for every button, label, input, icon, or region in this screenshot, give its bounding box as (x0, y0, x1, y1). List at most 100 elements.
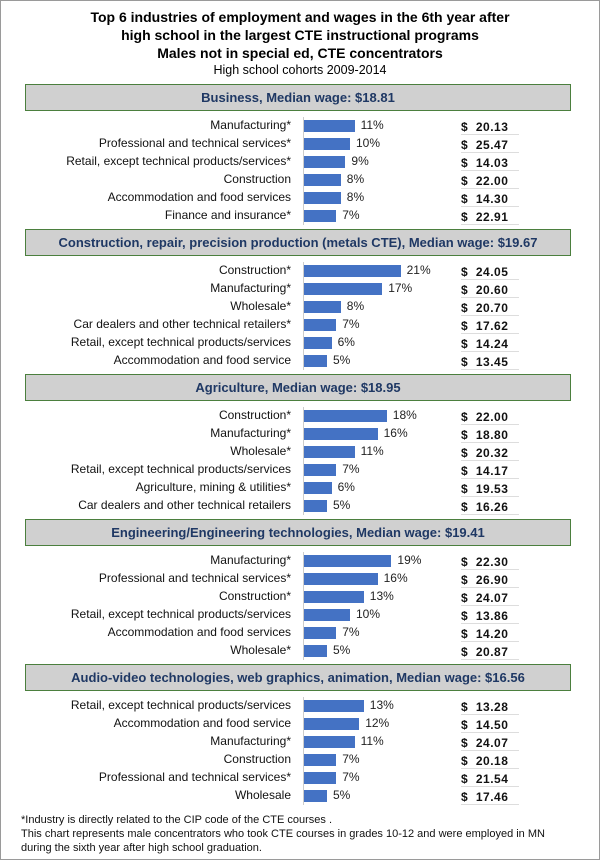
chart-row: Car dealers and other technical retailer… (1, 497, 599, 515)
data-label: 16% (383, 426, 408, 440)
title-line-2: high school in the largest CTE instructi… (121, 27, 479, 43)
bar (304, 700, 364, 712)
wage-value: $ 14.20 (461, 627, 519, 642)
bar (304, 772, 337, 784)
bar (304, 609, 350, 621)
bar (304, 645, 327, 657)
bar (304, 718, 360, 730)
category-axis (303, 552, 304, 660)
title-line-3: Males not in special ed, CTE concentrato… (157, 45, 443, 61)
chart-row: Wholesale* 11% $ 20.32 (1, 443, 599, 461)
title-line-1: Top 6 industries of employment and wages… (90, 9, 510, 25)
bar (304, 410, 387, 422)
bar (304, 283, 383, 295)
category-label: Wholesale (234, 788, 291, 802)
wage-value: $ 22.30 (461, 555, 519, 570)
wage-value: $ 20.70 (461, 301, 519, 316)
data-label: 10% (356, 136, 381, 150)
category-label: Car dealers and other technical retailer… (73, 317, 291, 331)
wage-value: $ 17.46 (461, 790, 519, 805)
wage-value: $ 14.50 (461, 718, 519, 733)
category-label: Accommodation and food service (113, 716, 291, 730)
wage-value: $ 19.53 (461, 482, 519, 497)
category-axis (303, 117, 304, 225)
wage-value: $ 14.17 (461, 464, 519, 479)
chart-row: Wholesale 5% $ 17.46 (1, 787, 599, 805)
bar (304, 138, 350, 150)
data-label: 13% (369, 589, 394, 603)
chart-row: Finance and insurance* 7% $ 22.91 (1, 207, 599, 225)
chart-row: Car dealers and other technical retailer… (1, 316, 599, 334)
group-header: Business, Median wage: $18.81 (25, 84, 571, 111)
data-label: 5% (333, 498, 351, 512)
category-axis (303, 262, 304, 370)
bar (304, 790, 327, 802)
wage-value: $ 13.45 (461, 355, 519, 370)
category-label: Retail, except technical products/servic… (70, 335, 291, 349)
bar (304, 120, 355, 132)
wage-value: $ 24.05 (461, 265, 519, 280)
category-label: Construction* (218, 408, 291, 422)
data-label: 11% (360, 444, 384, 458)
bar (304, 446, 355, 458)
wage-value: $ 22.00 (461, 410, 519, 425)
data-label: 7% (342, 752, 360, 766)
category-label: Manufacturing* (210, 281, 291, 295)
bar (304, 591, 364, 603)
bar (304, 573, 378, 585)
industry-group: Business, Median wage: $18.81 Manufacturi… (1, 84, 599, 229)
wage-value: $ 20.32 (461, 446, 519, 461)
wage-value: $ 16.26 (461, 500, 519, 515)
wage-value: $ 13.86 (461, 609, 519, 624)
data-label: 5% (333, 643, 351, 657)
chart-row: Accommodation and food service 5% $ 13.45 (1, 352, 599, 370)
industry-group: Agriculture, Median wage: $18.95 Construc… (1, 374, 599, 519)
data-label: 7% (342, 770, 360, 784)
chart-row: Accommodation and food services 8% $ 14.30 (1, 189, 599, 207)
chart-row: Construction* 13% $ 24.07 (1, 588, 599, 606)
industry-group: Construction, repair, precision producti… (1, 229, 599, 374)
bar (304, 319, 337, 331)
chart-row: Wholesale* 8% $ 20.70 (1, 298, 599, 316)
data-label: 10% (356, 607, 381, 621)
data-label: 18% (392, 408, 417, 422)
bar (304, 736, 355, 748)
wage-value: $ 14.03 (461, 156, 519, 171)
bar (304, 156, 346, 168)
wage-value: $ 20.87 (461, 645, 519, 660)
category-axis (303, 697, 304, 805)
wage-value: $ 20.18 (461, 754, 519, 769)
wage-value: $ 24.07 (461, 736, 519, 751)
footnote-2: This chart represents male concentrators… (21, 828, 545, 840)
data-label: 5% (333, 353, 351, 367)
category-axis (303, 407, 304, 515)
bar (304, 555, 392, 567)
wage-value: $ 20.60 (461, 283, 519, 298)
data-label: 19% (397, 553, 422, 567)
bar (304, 337, 332, 349)
chart-row: Retail, except technical products/servic… (1, 334, 599, 352)
category-label: Professional and technical services* (98, 571, 291, 585)
data-label: 7% (342, 208, 360, 222)
chart-row: Accommodation and food services 7% $ 14.20 (1, 624, 599, 642)
bar (304, 627, 337, 639)
group-rows: Manufacturing* 19% $ 22.30 Professional and… (1, 552, 599, 660)
data-label: 11% (360, 734, 384, 748)
chart-row: Professional and technical services* 16% $… (1, 570, 599, 588)
category-label: Retail, except technical products/servic… (70, 698, 291, 712)
chart-row: Construction 7% $ 20.18 (1, 751, 599, 769)
category-label: Car dealers and other technical retailer… (78, 498, 291, 512)
group-header: Engineering/Engineering technologies, Me… (25, 519, 571, 546)
category-label: Manufacturing* (210, 734, 291, 748)
wage-value: $ 20.13 (461, 120, 519, 135)
wage-value: $ 21.54 (461, 772, 519, 787)
bar (304, 174, 341, 186)
chart-row: Professional and technical services* 7% $ … (1, 769, 599, 787)
group-header: Audio-video technologies, web graphics, … (25, 664, 571, 691)
chart-row: Manufacturing* 19% $ 22.30 (1, 552, 599, 570)
category-label: Construction (223, 172, 291, 186)
chart-row: Professional and technical services* 10% $… (1, 135, 599, 153)
category-label: Manufacturing* (210, 426, 291, 440)
group-header: Agriculture, Median wage: $18.95 (25, 374, 571, 401)
chart-row: Wholesale* 5% $ 20.87 (1, 642, 599, 660)
